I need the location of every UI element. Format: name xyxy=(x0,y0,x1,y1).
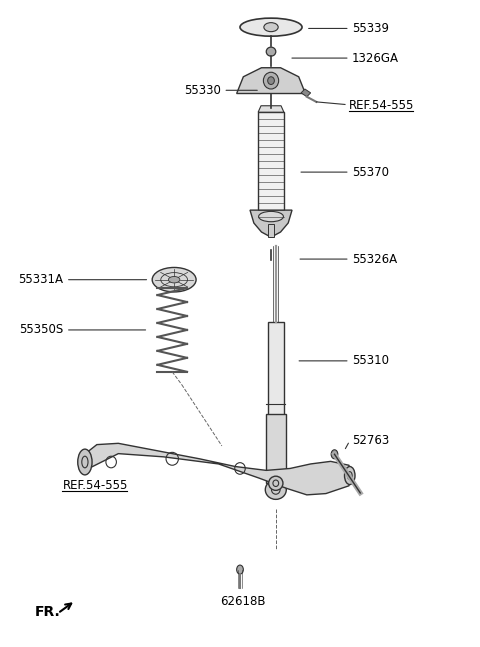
Text: 1326GA: 1326GA xyxy=(352,52,399,65)
Ellipse shape xyxy=(152,267,196,292)
Text: REF.54-555: REF.54-555 xyxy=(62,479,128,492)
Text: 55331A: 55331A xyxy=(18,273,63,286)
Polygon shape xyxy=(301,89,311,97)
Polygon shape xyxy=(250,210,292,237)
Ellipse shape xyxy=(345,466,355,485)
Text: FR.: FR. xyxy=(35,605,60,619)
Text: 55330: 55330 xyxy=(184,84,221,97)
Text: 55370: 55370 xyxy=(352,166,389,179)
Ellipse shape xyxy=(264,23,278,32)
Bar xyxy=(258,112,284,217)
Text: 52763: 52763 xyxy=(352,434,389,447)
Text: 55310: 55310 xyxy=(352,355,389,367)
Ellipse shape xyxy=(240,18,302,36)
Text: 55326A: 55326A xyxy=(352,252,397,265)
Ellipse shape xyxy=(237,565,243,574)
Text: 55350S: 55350S xyxy=(19,324,63,336)
Ellipse shape xyxy=(78,449,92,475)
Bar xyxy=(268,322,284,423)
Ellipse shape xyxy=(331,450,338,459)
Ellipse shape xyxy=(266,47,276,56)
Text: REF.54-555: REF.54-555 xyxy=(349,99,414,112)
Ellipse shape xyxy=(265,480,286,499)
Ellipse shape xyxy=(269,476,283,490)
Text: 62618B: 62618B xyxy=(220,595,265,608)
Text: 55339: 55339 xyxy=(352,22,389,35)
Ellipse shape xyxy=(168,276,180,283)
Bar xyxy=(268,225,274,237)
Polygon shape xyxy=(85,443,354,495)
Ellipse shape xyxy=(268,77,275,85)
Bar xyxy=(266,413,286,483)
Polygon shape xyxy=(258,105,284,112)
Ellipse shape xyxy=(264,72,279,89)
Ellipse shape xyxy=(259,212,283,222)
Polygon shape xyxy=(237,68,305,94)
